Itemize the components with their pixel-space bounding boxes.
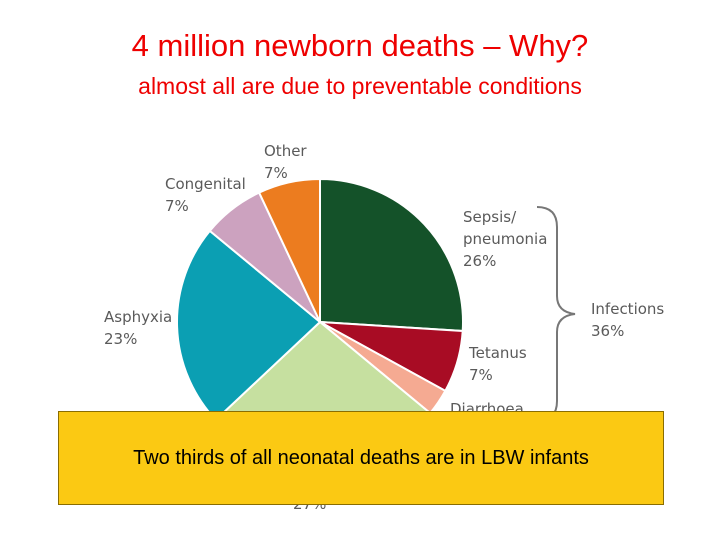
label-sepsis-2: pneumonia	[463, 230, 547, 248]
label-asphyxia: Asphyxia	[104, 308, 172, 326]
value-congenital: 7%	[165, 197, 189, 215]
slide-title: 4 million newborn deaths – Why?	[131, 28, 589, 63]
banner-text: Two thirds of all neonatal deaths are in…	[133, 446, 589, 469]
value-tetanus: 7%	[469, 366, 493, 384]
slide-subtitle: almost all are due to preventable condit…	[138, 73, 582, 99]
pie-slice-sepsis-pneumonia	[319, 177, 464, 333]
label-sepsis-1: Sepsis/	[463, 208, 517, 226]
infections-brace	[536, 206, 576, 422]
value-sepsis: 26%	[463, 252, 496, 270]
label-other: Other	[264, 142, 307, 160]
value-other: 7%	[264, 164, 288, 182]
pie-slice-asphyxia	[176, 229, 322, 422]
value-infections: 36%	[591, 322, 624, 340]
value-asphyxia: 23%	[104, 330, 137, 348]
label-infections: Infections	[591, 300, 664, 318]
lbw-banner: Two thirds of all neonatal deaths are in…	[58, 411, 664, 505]
pie-slice-other	[257, 177, 321, 323]
label-congenital: Congenital	[165, 175, 246, 193]
label-tetanus: Tetanus	[468, 344, 527, 362]
